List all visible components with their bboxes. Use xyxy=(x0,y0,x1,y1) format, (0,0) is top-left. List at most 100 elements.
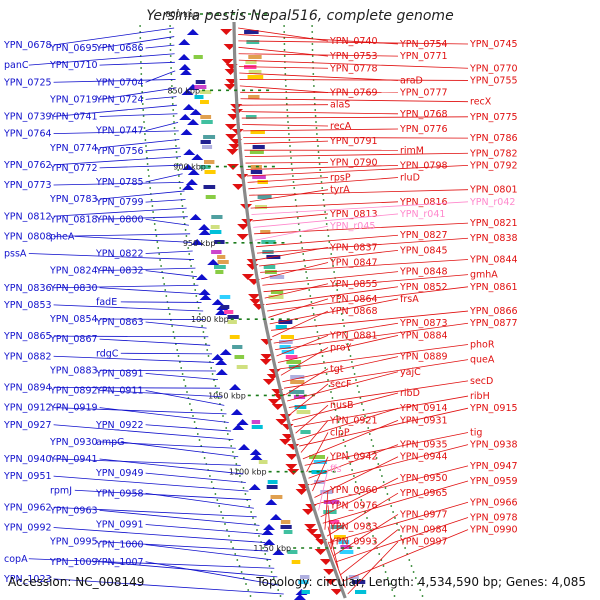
gene-connector-line xyxy=(306,432,329,472)
gene-name: YPN_r041 xyxy=(399,209,445,220)
track-dot xyxy=(389,583,391,585)
right-gene-label: YPN_0881 xyxy=(276,330,378,357)
minus-gene-arrow xyxy=(232,424,245,430)
gene-connector-line xyxy=(261,262,329,280)
track-dot xyxy=(324,211,326,213)
class-box-left xyxy=(217,255,226,259)
class-box-right xyxy=(246,40,260,44)
track-dot xyxy=(258,535,260,537)
track-dot xyxy=(286,115,289,117)
class-box-right xyxy=(351,580,366,584)
gene-name: YPN_0951 xyxy=(3,471,52,482)
class-box-left xyxy=(200,165,211,169)
minus-gene-arrow xyxy=(198,289,211,295)
track-dot xyxy=(201,325,204,327)
right-gene-label: YPN_0838 xyxy=(256,233,518,254)
gene-name: YPN_0783 xyxy=(49,194,98,205)
class-box-left xyxy=(199,90,212,94)
class-box-right xyxy=(249,150,264,154)
track-dot xyxy=(283,43,286,45)
right-gene-label: YPN_0861 xyxy=(267,282,518,312)
plus-gene-arrow xyxy=(248,294,261,300)
gene-connector-line xyxy=(329,501,469,543)
class-box-right xyxy=(355,590,367,594)
right-gene-label: YPN_0931 xyxy=(302,415,448,460)
gene-name: YPN_0990 xyxy=(469,525,518,536)
gene-connector-line xyxy=(53,407,227,415)
track-dot xyxy=(314,109,317,111)
track-dot xyxy=(370,439,373,441)
track-dot xyxy=(226,433,229,435)
left-gene-label: YPN_0710 xyxy=(49,60,175,71)
left-gene-label: YPN_0883 xyxy=(49,365,216,376)
right-gene-label: YPN_0938 xyxy=(310,440,518,486)
gene-connector-line xyxy=(276,334,329,357)
track-dot xyxy=(319,169,322,171)
right-gene-label: YPN_0921 xyxy=(300,415,378,453)
track-dot xyxy=(361,403,363,405)
left-gene-label: YPN_0808 xyxy=(3,231,191,242)
gene-connector-line xyxy=(99,36,175,49)
gene-name: YPN_0824 xyxy=(49,266,98,277)
class-box-left xyxy=(200,100,209,104)
track-dot xyxy=(330,391,332,393)
track-dot xyxy=(237,469,240,471)
left-gene-label: YPN_0747 xyxy=(95,121,179,137)
figure-title: Yersinia pestis Nepal516, complete genom… xyxy=(146,8,454,24)
track-dot xyxy=(359,397,362,399)
gene-connector-line xyxy=(264,283,329,299)
plus-gene-arrow xyxy=(302,509,315,515)
track-dot xyxy=(176,349,179,351)
right-gene-label: YPN_0965 xyxy=(326,488,448,537)
plus-gene-arrow xyxy=(306,529,319,535)
gene-name: YPN_0756 xyxy=(95,146,144,157)
gene-name: secF xyxy=(330,379,351,390)
right-gene-label: YPN_r041 xyxy=(253,209,445,228)
track-dot xyxy=(311,43,314,45)
gene-connector-line xyxy=(246,164,399,170)
track-dot xyxy=(148,175,150,177)
minus-gene-arrow xyxy=(269,514,282,520)
gene-connector-line xyxy=(269,298,399,325)
gene-name: YPN_1007 xyxy=(95,557,144,568)
gene-name: YPN_0991 xyxy=(95,520,144,531)
gene-name: YPN_0821 xyxy=(469,218,518,229)
left-gene-label: ampG xyxy=(96,437,239,458)
class-box-left xyxy=(210,225,220,229)
class-box-left xyxy=(287,550,298,554)
track-dot xyxy=(206,349,209,351)
gene-connector-line xyxy=(145,472,246,483)
gene-connector-line xyxy=(99,287,200,295)
track-dot xyxy=(171,103,174,105)
gene-connector-line xyxy=(320,477,399,518)
track-dot xyxy=(377,463,380,465)
right-gene-label: YPN_0873 xyxy=(273,318,448,344)
gene-connector-line xyxy=(53,284,199,289)
minus-gene-arrow xyxy=(180,69,193,75)
gene-connector-line xyxy=(28,53,175,66)
gene-name: YPN_0852 xyxy=(399,282,448,293)
left-gene-label: YPN_0865 xyxy=(3,331,209,342)
right-gene-label: YPN_0960 xyxy=(324,485,378,530)
left-gene-label: YPN_0927 xyxy=(3,420,234,441)
gene-name: YPN_0818 xyxy=(49,214,98,225)
track-dot xyxy=(175,145,177,147)
gene-connector-line xyxy=(295,404,329,434)
gene-name: YPN_0844 xyxy=(469,255,518,266)
track-dot xyxy=(173,121,175,123)
left-gene-label: YPN_0830 xyxy=(49,283,200,295)
track-dot xyxy=(244,493,247,495)
class-box-right xyxy=(285,355,298,359)
track-dot xyxy=(198,313,201,315)
gene-connector-line xyxy=(283,359,469,389)
minus-gene-arrow xyxy=(293,594,306,600)
gene-name: YPN_0853 xyxy=(3,300,52,311)
left-gene-label: rpmJ xyxy=(50,485,252,501)
left-gene-label: YPN_0762 xyxy=(3,156,181,171)
gene-connector-line xyxy=(254,225,329,241)
track-dot xyxy=(298,229,301,231)
minus-gene-arrow xyxy=(207,259,220,265)
gene-connector-line xyxy=(145,524,263,535)
gene-name: YPN_0921 xyxy=(329,415,378,426)
left-gene-label: YPN_0891 xyxy=(95,368,218,381)
